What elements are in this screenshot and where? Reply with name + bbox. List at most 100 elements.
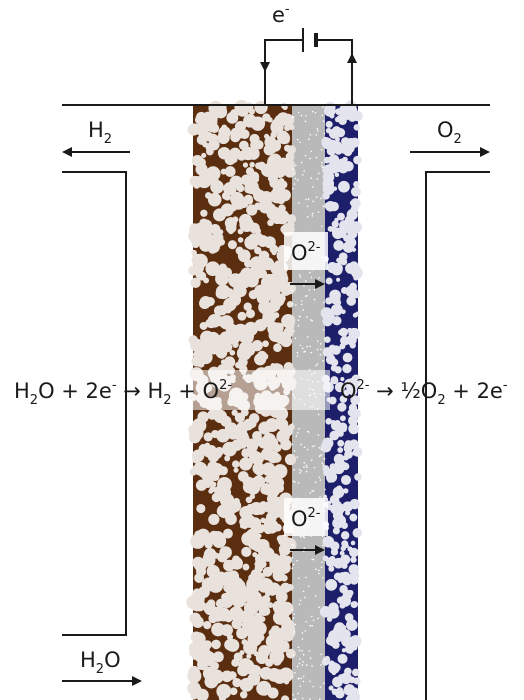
pore — [278, 536, 284, 542]
pore — [325, 578, 338, 591]
pore — [311, 110, 314, 113]
pore — [340, 286, 348, 294]
pore — [268, 153, 282, 167]
pore — [306, 466, 308, 469]
pore — [246, 628, 257, 639]
label-segment: 2 — [30, 393, 38, 408]
pore — [316, 129, 319, 132]
pore — [218, 694, 227, 700]
pore — [311, 558, 313, 561]
pore — [269, 559, 284, 575]
pore — [302, 675, 305, 678]
pore — [348, 327, 361, 340]
pore — [296, 559, 298, 562]
pore — [308, 271, 311, 274]
pore — [313, 466, 316, 469]
pore — [301, 347, 304, 350]
pore — [275, 590, 288, 603]
pore — [264, 136, 277, 149]
pore — [273, 343, 282, 353]
pore — [251, 673, 261, 683]
pore — [196, 157, 206, 168]
pore — [188, 431, 201, 444]
pore — [209, 572, 221, 584]
pore — [353, 181, 360, 188]
label-segment: 2 — [163, 393, 171, 408]
pore — [306, 316, 308, 318]
pore — [311, 490, 314, 492]
pore — [330, 358, 339, 367]
pore — [302, 174, 304, 176]
pore — [224, 422, 238, 436]
pore — [323, 105, 336, 117]
pore — [294, 173, 296, 175]
wire-right — [316, 39, 353, 105]
pore — [330, 364, 338, 372]
pore — [317, 569, 320, 572]
pore — [222, 528, 233, 539]
pore — [301, 664, 304, 666]
pore — [337, 212, 345, 221]
pore — [276, 112, 290, 126]
pore — [312, 490, 315, 492]
pore — [270, 131, 277, 139]
pore — [241, 523, 248, 530]
label-segment: - — [285, 2, 290, 17]
pore — [210, 661, 219, 671]
h2-out-label: H2 — [88, 118, 112, 147]
pore — [335, 108, 342, 115]
pore — [208, 614, 214, 621]
pore — [302, 309, 305, 311]
pore — [255, 553, 267, 565]
pore — [291, 556, 294, 559]
pore — [191, 653, 199, 660]
pore — [296, 432, 299, 434]
pore — [218, 364, 225, 371]
pore — [280, 695, 290, 700]
pore — [310, 276, 313, 279]
pore — [349, 575, 359, 585]
pore — [349, 547, 359, 558]
pore — [254, 318, 267, 332]
pore — [235, 584, 249, 598]
pore — [206, 226, 214, 234]
pore — [286, 214, 297, 224]
pore — [245, 340, 252, 347]
pore — [228, 293, 242, 307]
cathode-reaction-label: H2O + 2e- → H2 + O2- — [14, 378, 232, 408]
pore — [218, 238, 226, 246]
pore — [322, 166, 324, 169]
pore — [328, 660, 334, 666]
pore — [300, 303, 303, 306]
pore — [307, 430, 309, 433]
pore — [213, 336, 227, 350]
anode-reaction-label: O2- → ½O2 + 2e- — [340, 378, 508, 408]
pore — [242, 162, 249, 168]
pore — [292, 480, 295, 483]
pore — [309, 157, 311, 160]
pore — [315, 364, 317, 367]
pore — [229, 147, 241, 159]
pore — [353, 124, 361, 131]
pore — [309, 657, 312, 659]
pore — [248, 207, 257, 216]
pore — [194, 530, 204, 540]
pore — [206, 318, 217, 329]
pore — [207, 409, 218, 420]
pore — [320, 566, 323, 569]
pore — [299, 599, 302, 602]
pore — [301, 300, 303, 302]
pore — [342, 354, 351, 362]
pore — [213, 305, 225, 316]
pore — [210, 462, 224, 477]
pore — [341, 625, 347, 631]
pore — [212, 552, 219, 559]
pore — [218, 495, 225, 502]
pore — [292, 187, 294, 190]
pore — [316, 127, 319, 130]
pore — [298, 468, 301, 471]
pore — [292, 168, 294, 170]
pore — [340, 545, 346, 552]
pore — [270, 292, 285, 308]
pore — [303, 547, 306, 549]
